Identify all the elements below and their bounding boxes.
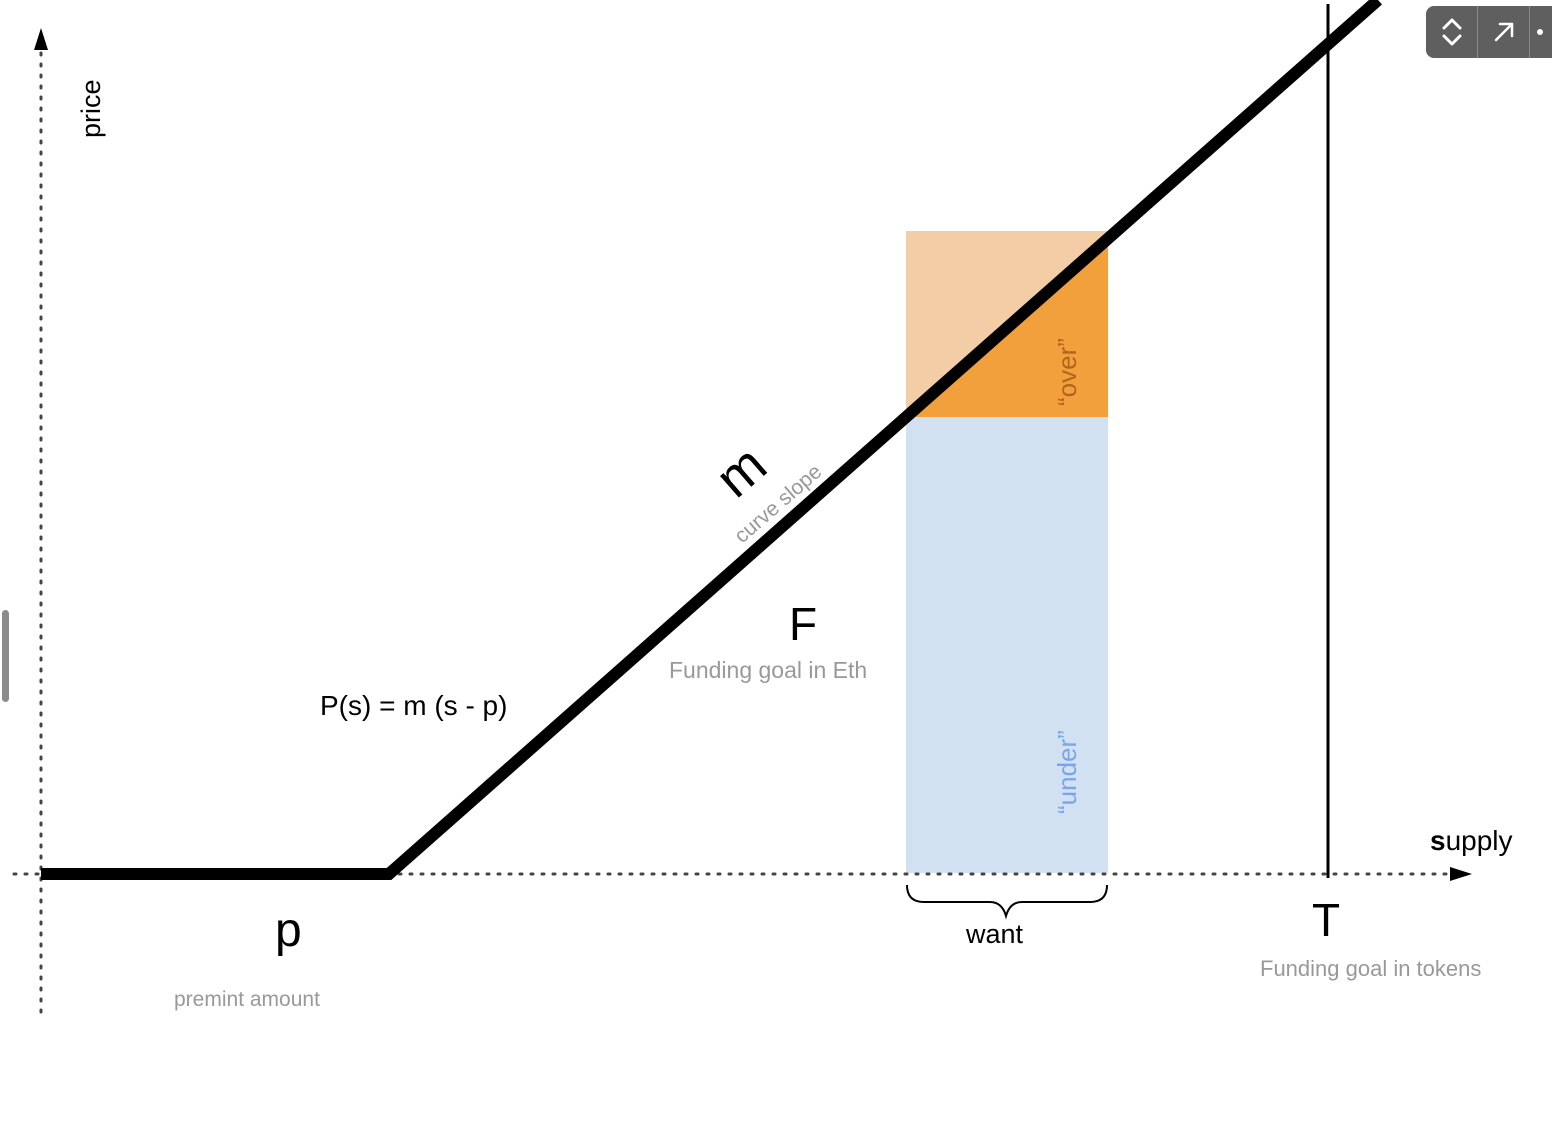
price-axis-label: price	[76, 79, 106, 138]
more-options-icon	[1537, 29, 1543, 35]
viewer-toolbar	[1426, 6, 1552, 58]
formula-label: P(s) = m (s - p)	[320, 690, 507, 721]
supply-axis-arrow	[1450, 867, 1472, 881]
expand-collapse-icon	[1442, 18, 1461, 46]
supply-axis-label-rest: upply	[1446, 825, 1513, 856]
f-symbol: F	[789, 598, 817, 650]
p-caption: premint amount	[174, 988, 320, 1011]
over-label: “over”	[1052, 338, 1082, 406]
supply-axis-label-bold: s	[1430, 825, 1446, 856]
resize-handle[interactable]	[2, 610, 9, 702]
want-brace	[906, 884, 1108, 920]
price-axis-arrow	[34, 28, 48, 50]
t-symbol: T	[1312, 894, 1340, 946]
more-options-button[interactable]	[1530, 6, 1550, 58]
under-region	[906, 417, 1108, 873]
want-label: want	[965, 919, 1024, 949]
p-symbol: p	[275, 904, 302, 957]
open-external-button[interactable]	[1478, 6, 1530, 58]
open-external-icon	[1494, 22, 1513, 42]
expand-collapse-button[interactable]	[1426, 6, 1478, 58]
t-caption: Funding goal in tokens	[1260, 956, 1481, 981]
bonding-curve	[41, 0, 1382, 880]
under-label: “under”	[1052, 730, 1082, 814]
f-caption: Funding goal in Eth	[669, 657, 867, 683]
supply-axis-label: supply	[1430, 825, 1513, 856]
